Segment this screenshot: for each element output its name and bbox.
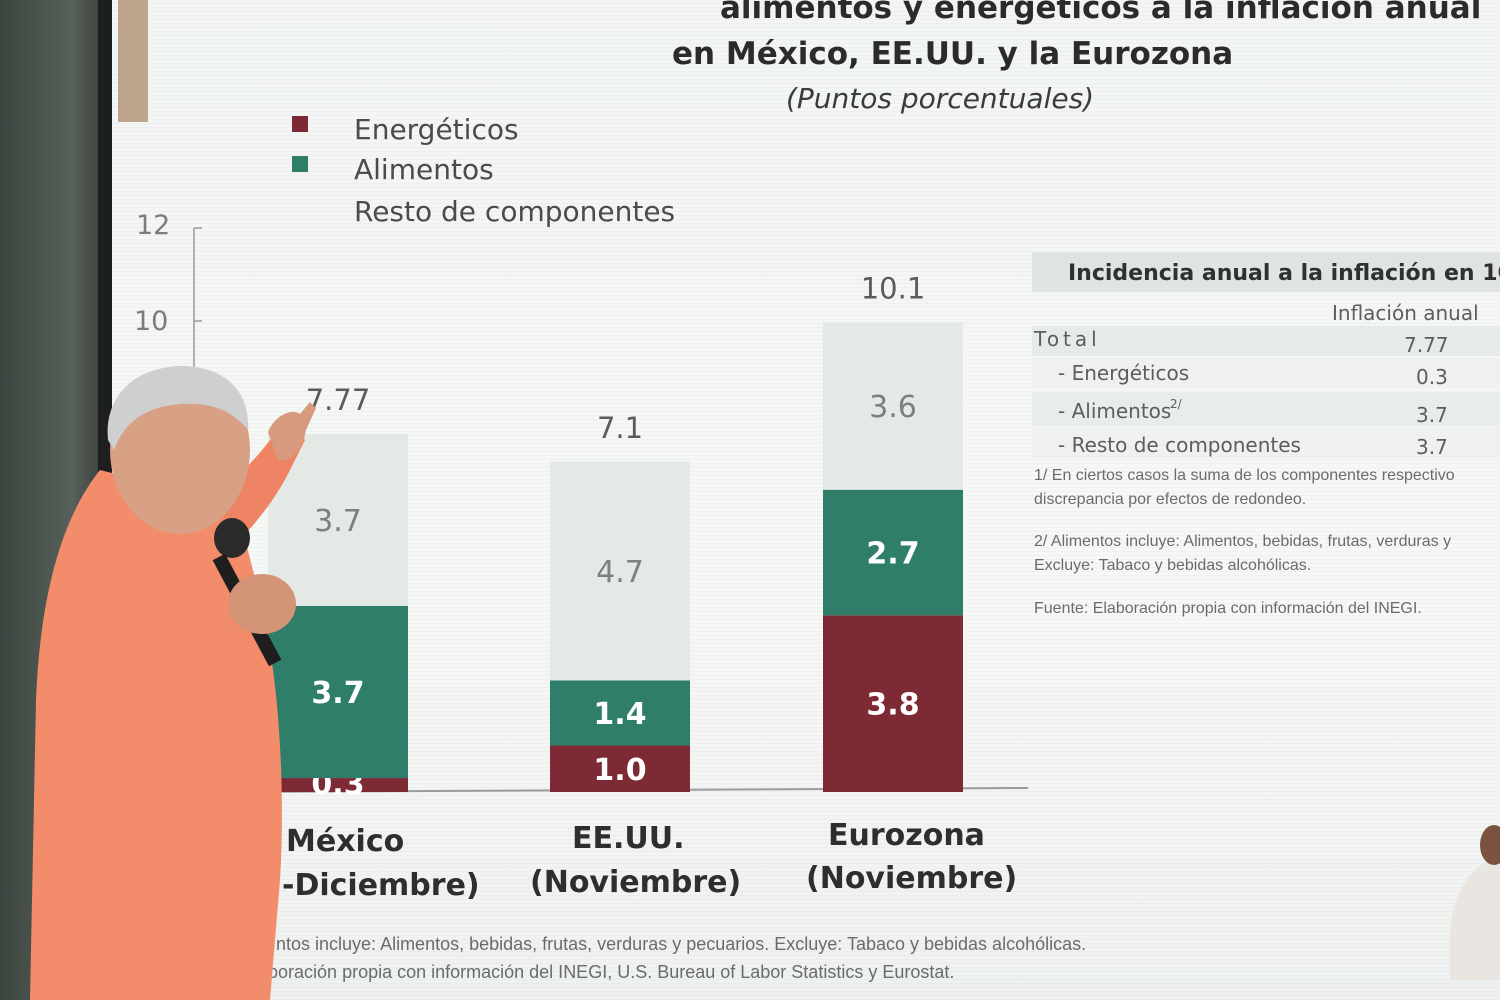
- bar-total-mexico: 7.77: [306, 383, 371, 417]
- y-tick-12: 12: [136, 210, 170, 241]
- table-footnote-mark: 2/: [1170, 397, 1183, 411]
- table-row-energeticos-label: - Energéticos: [1058, 361, 1189, 385]
- category-sublabel-eeuu: (Noviembre): [530, 865, 741, 900]
- chart-subtitle: (Puntos porcentuales): [786, 82, 1094, 115]
- bar-label-eurozona-resto: 3.6: [869, 390, 917, 425]
- table-row-energeticos-value: 0.3: [1416, 365, 1448, 389]
- category-label-eeuu: EE.UU.: [572, 821, 685, 856]
- bar-label-eeuu-resto: 4.7: [596, 555, 644, 590]
- table-row-alimentos-value: 3.7: [1416, 403, 1448, 427]
- bar-label-eurozona-energeticos: 3.8: [866, 688, 919, 723]
- category-sublabel-eurozona: (Noviembre): [806, 861, 1017, 896]
- bar-label-eeuu-alimentos: 1.4: [593, 697, 646, 732]
- table-row-resto-bg: [1032, 428, 1500, 458]
- bar-total-eurozona: 10.1: [861, 271, 926, 305]
- table-header-bg: [1032, 252, 1500, 292]
- bar-mexico-energeticos: [268, 778, 408, 792]
- table-row-total-bg: [1032, 326, 1500, 356]
- bar-label-eeuu-energeticos: 1.0: [593, 753, 646, 788]
- bar-eurozona-energeticos: [823, 615, 963, 792]
- table-row-alimentos-label: - Alimentos: [1058, 399, 1171, 423]
- bar-label-mexico-resto: 3.7: [314, 504, 362, 539]
- category-label-mexico: México: [286, 824, 404, 859]
- legend-label-resto: Resto de componentes: [354, 195, 675, 228]
- table-row-total-label: Total: [1033, 327, 1101, 351]
- table-note-source: Fuente: Elaboración propia con informaci…: [1034, 600, 1422, 617]
- table-note-4: Excluye: Tabaco y bebidas alcohólicas.: [1034, 557, 1311, 574]
- chart-title-partial: alimentos y energéticos a la inflación a…: [720, 0, 1481, 26]
- category-labels: México -Diciembre) EE.UU. (Noviembre) Eu…: [282, 818, 1017, 903]
- legend-label-energeticos: Energéticos: [354, 113, 519, 146]
- bar-eeuu-resto: [550, 461, 690, 681]
- footer-note-1: ntos incluye: Alimentos, bebidas, frutas…: [276, 934, 1086, 954]
- legend-swatch-energeticos: [292, 116, 308, 132]
- y-tick-10: 10: [134, 306, 168, 337]
- table-note-1: 1/ En ciertos casos la suma de los compo…: [1034, 467, 1455, 484]
- footer-note-2: Elaboración propia con información del I…: [242, 962, 954, 982]
- bar-mexico-alimentos: [268, 606, 408, 779]
- category-sublabel-mexico: -Diciembre): [282, 868, 480, 903]
- table-row-resto-label: - Resto de componentes: [1058, 433, 1301, 457]
- table-column-header: Inflación anual: [1332, 301, 1479, 325]
- bar-label-eurozona-alimentos: 2.7: [866, 537, 919, 572]
- table-note-2: discrepancia por efectos de redondeo.: [1034, 491, 1306, 508]
- table-title: Incidencia anual a la inflación en 1Q-I: [1068, 261, 1500, 286]
- table-row-alimentos-bg: [1032, 392, 1500, 426]
- chart-title: en México, EE.UU. y la Eurozona: [672, 36, 1233, 72]
- chart-legend: Energéticos Alimentos Resto de component…: [292, 113, 675, 228]
- table-row-resto-value: 3.7: [1416, 435, 1448, 459]
- bar-label-mexico-alimentos: 3.7: [311, 676, 364, 711]
- category-label-eurozona: Eurozona: [828, 818, 985, 853]
- bar-eurozona-alimentos: [823, 489, 963, 616]
- bar-eeuu-energeticos: [550, 745, 690, 792]
- table-row-energeticos-bg: [1032, 358, 1500, 388]
- bar-total-eeuu: 7.1: [597, 411, 643, 445]
- table-note-3: 2/ Alimentos incluye: Alimentos, bebidas…: [1034, 533, 1451, 550]
- incidence-table: Incidencia anual a la inflación en 1Q-I …: [1032, 252, 1500, 617]
- y-axis: 12 10: [134, 210, 202, 400]
- bar-eurozona-resto: [823, 322, 963, 490]
- slide-corner-tab: [118, 0, 148, 122]
- bar-eeuu-alimentos: [550, 680, 690, 746]
- bars-group: 0.33.73.77.771.01.44.77.13.82.73.610.1: [268, 271, 963, 802]
- legend-swatch-alimentos: [292, 156, 308, 172]
- table-row-total-value: 7.77: [1404, 333, 1449, 357]
- legend-label-alimentos: Alimentos: [354, 153, 494, 186]
